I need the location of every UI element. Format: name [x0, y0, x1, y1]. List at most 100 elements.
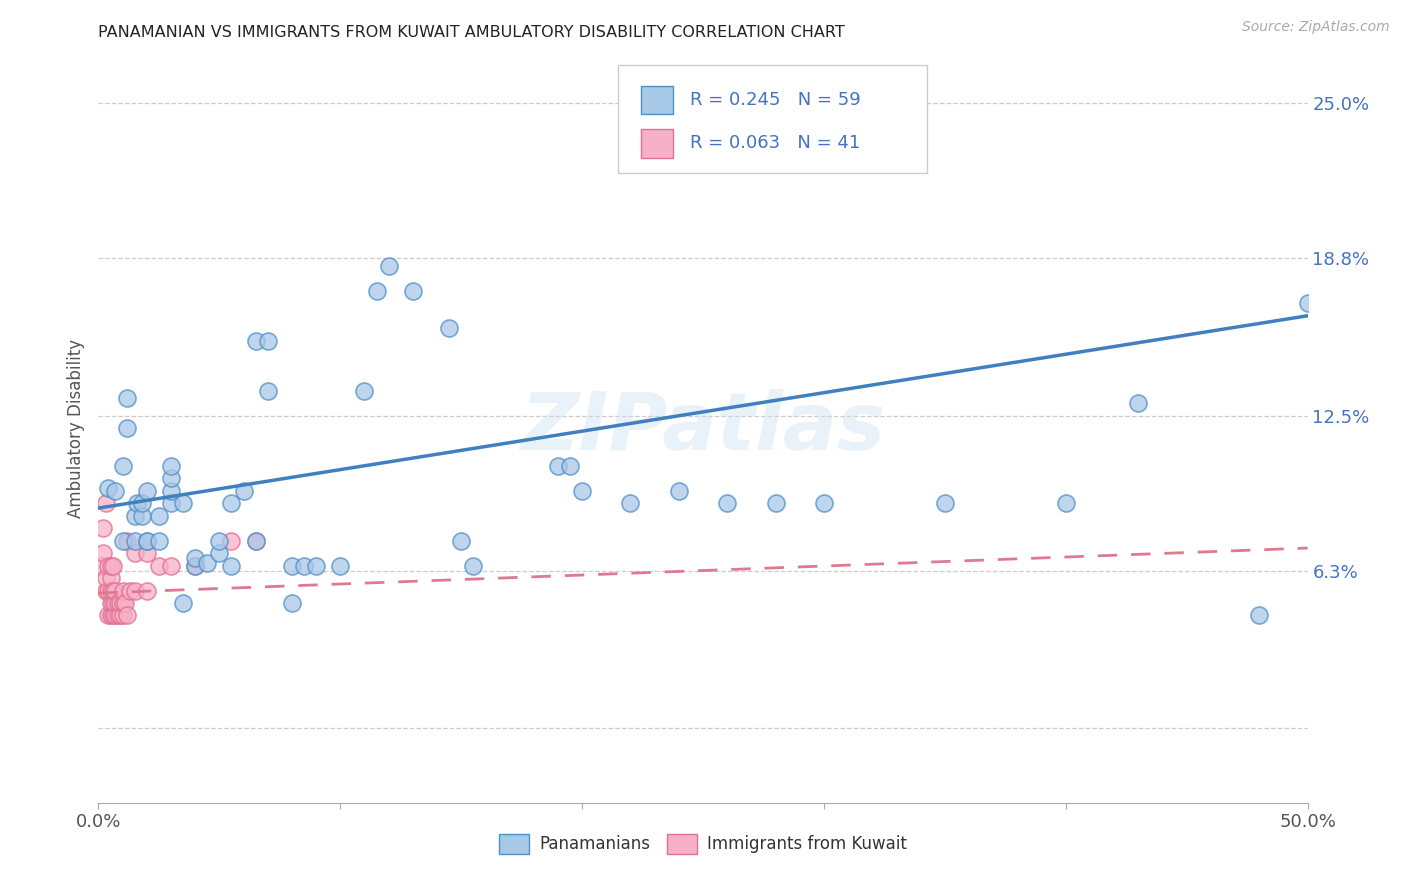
Point — [160, 471, 183, 485]
Point — [135, 533, 157, 548]
Point — [100, 608, 122, 623]
Point — [124, 533, 146, 548]
Point — [172, 496, 194, 510]
Point — [1128, 396, 1150, 410]
Point — [245, 533, 267, 548]
Point — [104, 608, 127, 623]
Text: R = 0.245   N = 59: R = 0.245 N = 59 — [690, 91, 860, 109]
Point — [716, 496, 738, 510]
Point — [101, 583, 124, 598]
Point — [127, 496, 149, 510]
Point — [329, 558, 352, 573]
Point — [160, 483, 183, 498]
Point — [208, 546, 231, 560]
Point — [245, 334, 267, 348]
Legend: Panamanians, Immigrants from Kuwait: Panamanians, Immigrants from Kuwait — [491, 826, 915, 862]
Point — [107, 596, 129, 610]
Point — [160, 558, 183, 573]
Point — [108, 608, 131, 623]
Point — [292, 558, 315, 573]
Point — [668, 483, 690, 498]
Point — [619, 496, 641, 510]
Point — [184, 558, 207, 573]
Point — [232, 483, 254, 498]
Text: Source: ZipAtlas.com: Source: ZipAtlas.com — [1241, 20, 1389, 34]
Point — [97, 558, 120, 573]
Point — [195, 556, 218, 570]
Point — [353, 384, 375, 398]
Point — [101, 558, 124, 573]
FancyBboxPatch shape — [619, 65, 927, 173]
Point — [108, 596, 131, 610]
Point — [100, 571, 122, 585]
Point — [463, 558, 485, 573]
Point — [111, 583, 134, 598]
Point — [221, 558, 243, 573]
Point — [111, 458, 134, 473]
Point — [94, 571, 117, 585]
Point — [160, 496, 183, 510]
Point — [135, 546, 157, 560]
Point — [221, 533, 243, 548]
Point — [813, 496, 835, 510]
Point — [571, 483, 593, 498]
Point — [135, 533, 157, 548]
Point — [305, 558, 328, 573]
Point — [100, 558, 122, 573]
Point — [245, 533, 267, 548]
Point — [131, 496, 153, 510]
Point — [366, 284, 388, 298]
Point — [172, 596, 194, 610]
Bar — [641, 86, 673, 114]
Point — [160, 458, 183, 473]
Point — [100, 583, 122, 598]
Point — [402, 284, 425, 298]
Point — [437, 321, 460, 335]
Text: PANAMANIAN VS IMMIGRANTS FROM KUWAIT AMBULATORY DISABILITY CORRELATION CHART: PANAMANIAN VS IMMIGRANTS FROM KUWAIT AMB… — [98, 25, 845, 40]
Point — [111, 533, 134, 548]
Point — [101, 608, 124, 623]
Point — [117, 608, 139, 623]
Point — [97, 608, 120, 623]
Point — [117, 533, 139, 548]
Point — [117, 421, 139, 435]
Point — [111, 596, 134, 610]
Point — [934, 496, 956, 510]
Point — [1054, 496, 1077, 510]
Point — [90, 558, 112, 573]
Point — [124, 583, 146, 598]
Point — [148, 508, 170, 523]
Point — [94, 496, 117, 510]
Y-axis label: Ambulatory Disability: Ambulatory Disability — [66, 339, 84, 517]
Point — [148, 533, 170, 548]
Point — [100, 596, 122, 610]
Point — [101, 596, 124, 610]
Point — [104, 483, 127, 498]
Point — [765, 496, 787, 510]
Point — [1296, 296, 1319, 310]
Point — [135, 483, 157, 498]
Point — [184, 551, 207, 566]
Point — [124, 546, 146, 560]
Point — [97, 481, 120, 495]
Point — [91, 546, 114, 560]
Point — [135, 583, 157, 598]
Point — [131, 508, 153, 523]
Text: R = 0.063   N = 41: R = 0.063 N = 41 — [690, 135, 860, 153]
Point — [450, 533, 472, 548]
Point — [111, 608, 134, 623]
Point — [97, 583, 120, 598]
Point — [281, 596, 304, 610]
Point — [256, 384, 278, 398]
Point — [1249, 608, 1271, 623]
Point — [118, 583, 141, 598]
Point — [104, 596, 127, 610]
Point — [124, 508, 146, 523]
Point — [547, 458, 569, 473]
Point — [221, 496, 243, 510]
Point — [114, 596, 136, 610]
Point — [104, 583, 127, 598]
Point — [91, 521, 114, 535]
Point — [377, 259, 399, 273]
Point — [107, 608, 129, 623]
